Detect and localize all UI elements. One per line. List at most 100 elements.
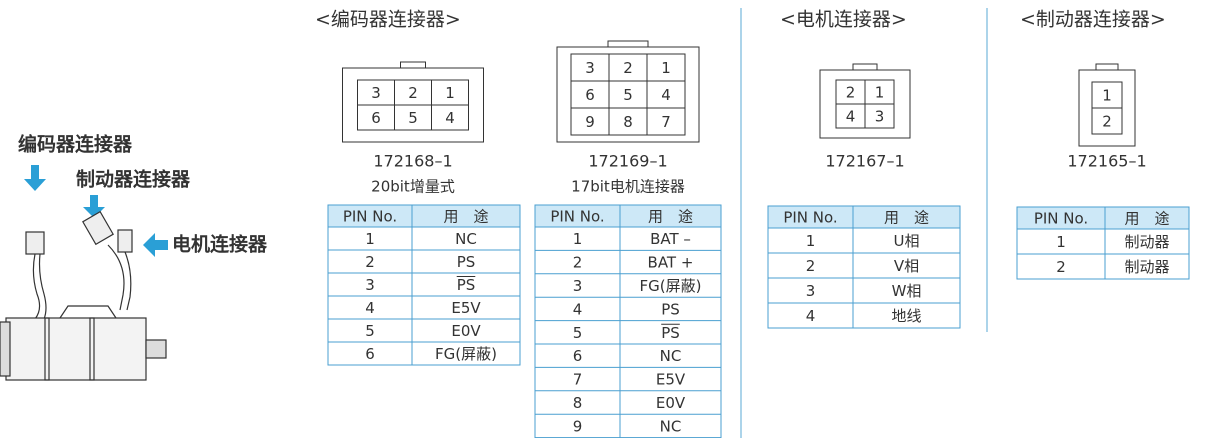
pin-number: 3 [875,108,885,126]
part-number: 172169–1 [588,152,667,171]
table-border [534,204,722,439]
use-cell-text: FG(屏蔽) [640,277,702,295]
pin-number: 4 [846,108,856,126]
table-border [1016,206,1190,280]
use-cell-text: 地线 [891,307,921,325]
pin-number: 8 [623,113,633,131]
pin-number: 1 [661,59,671,77]
table-header: 用 途 [443,208,488,226]
pin-cell-text: 1 [806,232,816,250]
pin-number: 2 [1102,113,1112,131]
use-cell-text: PS [457,276,476,294]
table-header: 用 途 [1124,210,1169,228]
use-cell-text: PS [457,253,476,271]
part-number: 172168–1 [373,152,452,171]
part-number: 172167–1 [825,152,904,171]
pin-number: 6 [371,109,381,127]
use-cell-text: PS [661,300,680,318]
pin-cell-text: 4 [365,299,375,317]
pin-cell-text: 2 [365,253,375,271]
pin-number: 7 [661,113,671,131]
brake-label: 制动器连接器 [76,168,191,191]
use-cell-text: V相 [894,257,919,275]
table-header: 用 途 [884,209,929,227]
pin-cell-text: 1 [1056,233,1066,251]
pin-number: 1 [875,84,885,102]
pin-cell-text: 2 [1056,258,1066,276]
use-cell-text: E0V [451,322,481,340]
pin-cell-text: 6 [365,345,375,363]
pin-cell-text: 3 [806,282,816,300]
pin-number: 2 [623,59,633,77]
connector-tab [1095,63,1119,71]
table-border [327,204,521,366]
pin-number: 9 [585,113,595,131]
use-cell-text: 制动器 [1124,233,1169,251]
pin-cell-text: 1 [573,230,583,248]
part-number: 172165–1 [1067,152,1146,171]
arrow [143,233,168,257]
use-cell-text: NC [455,230,477,248]
section-title: <编码器连接器> [315,9,461,31]
connector-tab [607,40,649,48]
pin-cell-text: 7 [573,371,583,389]
pin-cell-text: 1 [365,230,375,248]
section-title: <电机连接器> [780,9,907,31]
use-cell-text: BAT – [650,230,691,248]
pin-cell-text: 4 [573,300,583,318]
table-header: PIN No. [783,209,837,227]
pin-number: 1 [1102,87,1112,105]
pin-cell [646,107,686,136]
use-cell-text: PS [661,324,680,342]
pin-number: 2 [846,84,856,102]
connector-tab [400,61,426,69]
pin-cell-text: 9 [573,417,583,435]
connector-tab [852,63,878,71]
table-border [767,205,961,329]
pin-cell-text: 3 [573,277,583,295]
table-header-bg [1017,207,1189,229]
table-header-bg [535,205,721,227]
table-header: PIN No. [343,208,397,226]
pin-number: 2 [408,84,418,102]
use-cell-text: NC [660,347,682,365]
pin-cell-text: 8 [573,394,583,412]
section-title: <制动器连接器> [1020,9,1166,31]
pin-cell-text: 4 [806,307,816,325]
pin-number: 6 [585,86,595,104]
use-cell-text: W相 [892,282,922,300]
table-header-bg [328,205,520,227]
pin-cell-text: 5 [573,324,583,342]
table-header: PIN No. [1034,210,1088,228]
use-cell-text: E5V [656,371,686,389]
motor-label: 电机连接器 [172,233,268,256]
use-cell-text: BAT + [648,254,694,272]
table-header-bg [768,206,960,228]
encoder-label: 编码器连接器 [18,133,133,156]
pin-number: 1 [445,84,455,102]
table-header: PIN No. [550,208,604,226]
use-cell-text: U相 [894,232,920,250]
part-note: 17bit电机连接器 [571,178,685,196]
pin-number: 3 [585,59,595,77]
pin-cell [1091,107,1123,135]
pin-cell-text: 6 [573,347,583,365]
use-cell-text: E5V [451,299,481,317]
use-cell-text: FG(屏蔽) [435,345,497,363]
pin-number: 5 [408,109,418,127]
pin-number: 3 [371,84,381,102]
table-header: 用 途 [648,208,693,226]
pin-cell-text: 3 [365,276,375,294]
pin-number: 4 [445,109,455,127]
motor-illustration: 编码器连接器 制动器连接器 电机连接器 [0,133,268,381]
pin-number: 4 [661,86,671,104]
use-cell-text: 制动器 [1124,258,1169,276]
pin-cell-text: 5 [365,322,375,340]
pin-cell-text: 2 [806,257,816,275]
pin-cell-text: 2 [573,254,583,272]
use-cell-text: NC [660,417,682,435]
pin-number: 5 [623,86,633,104]
arrow [24,165,46,191]
use-cell-text: E0V [656,394,686,412]
pin-cell [431,104,469,131]
